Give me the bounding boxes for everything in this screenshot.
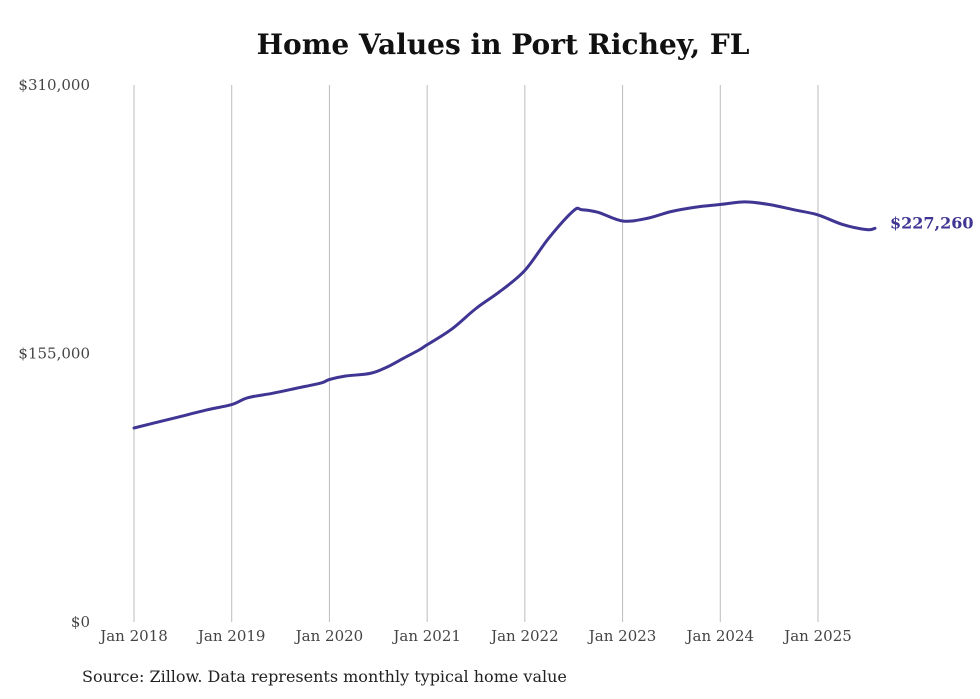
y-tick-label: $155,000: [18, 345, 90, 363]
x-tick-label: Jan 2020: [294, 627, 364, 645]
x-tick-label: Jan 2023: [587, 627, 657, 645]
x-tick-label: Jan 2021: [391, 627, 461, 645]
x-tick-label: Jan 2022: [489, 627, 559, 645]
y-tick-label: $0: [71, 613, 90, 631]
end-value-label: $227,260: [890, 213, 974, 232]
x-tick-label: Jan 2025: [782, 627, 852, 645]
y-axis-ticks: $0 $155,000 $310,000: [18, 76, 90, 631]
source-note: Source: Zillow. Data represents monthly …: [82, 667, 567, 686]
x-axis-ticks: Jan 2018 Jan 2019 Jan 2020 Jan 2021 Jan 2022…: [98, 627, 852, 645]
x-tick-label: Jan 2024: [685, 627, 755, 645]
x-tick-label: Jan 2018: [98, 627, 168, 645]
x-tick-label: Jan 2019: [196, 627, 266, 645]
series-group: $227,260: [132, 200, 974, 430]
series-line: [132, 200, 877, 430]
gridlines: [133, 85, 819, 622]
chart-title: Home Values in Port Richey, FL: [256, 28, 750, 61]
y-tick-label: $310,000: [18, 76, 90, 94]
